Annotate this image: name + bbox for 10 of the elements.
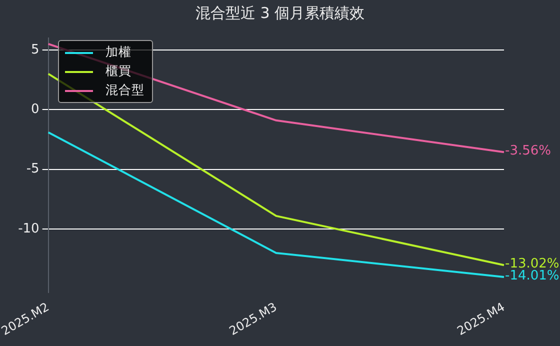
- y-tick-label: -5: [26, 162, 40, 177]
- legend-label: 櫃買: [105, 63, 132, 80]
- y-tick-label: 5: [31, 42, 40, 58]
- y-tick-label: 0: [31, 102, 40, 118]
- data-label: -3.56%: [505, 144, 551, 159]
- chart-title: 混合型近 3 個月累積績效: [194, 4, 366, 23]
- data-label: -14.01%: [505, 268, 560, 284]
- y-tick-label: -10: [18, 221, 40, 236]
- legend-label: 混合型: [105, 82, 144, 99]
- legend-label: 加權: [105, 44, 132, 61]
